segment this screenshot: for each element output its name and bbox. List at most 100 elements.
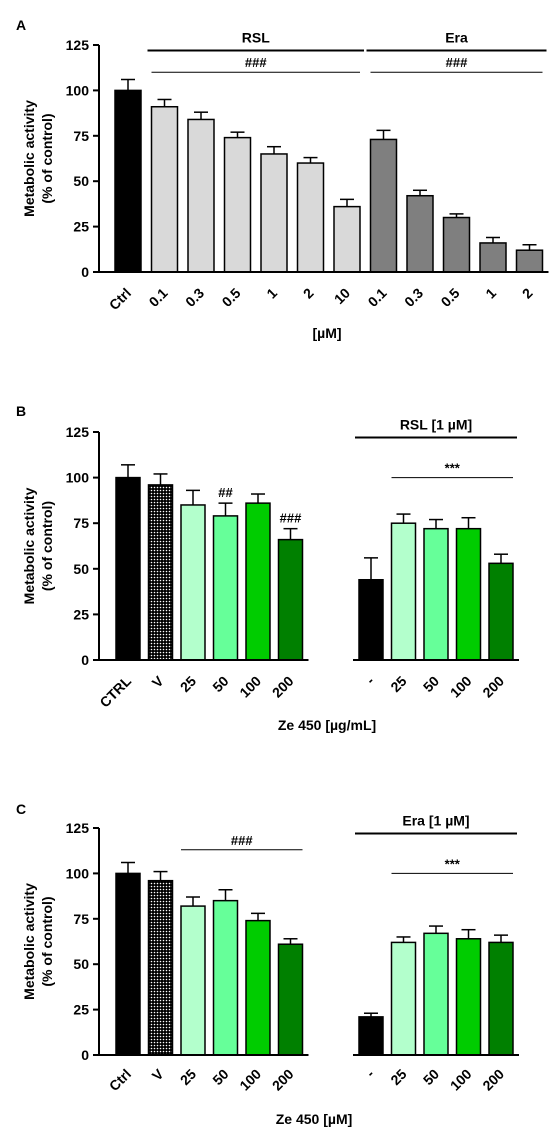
y-tick-label: 0 <box>81 1047 89 1063</box>
bar <box>488 941 514 1056</box>
x-tick-label: 100 <box>236 673 264 701</box>
bar <box>358 578 384 661</box>
x-tick-label: 0.5 <box>219 285 244 310</box>
bar <box>115 872 141 1056</box>
y-axis-title: Metabolic activity <box>21 487 37 604</box>
bar <box>479 242 507 273</box>
bar <box>212 899 239 1056</box>
y-axis-title: Metabolic activity <box>21 883 37 1000</box>
bar <box>150 105 179 273</box>
x-tick-label: 0.1 <box>365 285 390 310</box>
y-axis-subtitle: (% of control) <box>39 501 55 591</box>
x-axis-title: Ze 450 [µM] <box>276 1111 353 1127</box>
bar <box>212 515 239 661</box>
x-tick-label: 200 <box>269 1066 297 1094</box>
bar <box>333 205 361 273</box>
bar <box>488 562 514 661</box>
y-tick-label: 50 <box>73 561 89 577</box>
y-tick-label: 75 <box>73 515 89 531</box>
x-tick-label: - <box>363 673 378 688</box>
y-tick-label: 25 <box>73 1002 89 1018</box>
bar-mark: ## <box>218 485 233 500</box>
bar <box>114 89 142 273</box>
x-tick-label: 1 <box>263 285 280 302</box>
bar <box>406 194 434 273</box>
bar <box>455 527 482 661</box>
y-tick-label: 125 <box>66 37 90 53</box>
x-tick-label: 50 <box>420 673 442 695</box>
bar <box>369 138 398 273</box>
bar <box>115 476 141 661</box>
bar <box>277 538 304 661</box>
y-tick-label: 0 <box>81 652 89 668</box>
y-tick-label: 125 <box>66 424 90 440</box>
x-tick-label: 1 <box>482 285 499 302</box>
panel-label: A <box>16 17 26 33</box>
y-tick-label: 125 <box>66 820 90 836</box>
bar <box>180 905 206 1056</box>
bar <box>515 249 544 273</box>
y-tick-label: 100 <box>66 82 90 98</box>
bar <box>390 522 417 661</box>
bar <box>147 879 174 1056</box>
bar <box>245 919 271 1056</box>
x-tick-label: V <box>149 672 167 690</box>
bar <box>296 162 325 273</box>
bar <box>423 932 449 1056</box>
panel-label: B <box>16 403 26 419</box>
bar <box>223 136 252 273</box>
bar <box>277 943 304 1056</box>
x-tick-label: 200 <box>479 673 507 701</box>
bar <box>455 938 482 1056</box>
significance-label: ### <box>446 55 468 70</box>
x-tick-label: 0.3 <box>182 285 207 310</box>
x-tick-label: 25 <box>387 1066 409 1088</box>
group-label: RSL [1 µM] <box>400 416 472 432</box>
group-label: Era <box>445 29 468 45</box>
y-axis-subtitle: (% of control) <box>39 113 55 203</box>
x-tick-label: 25 <box>177 673 199 695</box>
bar <box>260 153 288 273</box>
x-tick-label: 100 <box>447 673 475 701</box>
panel-label: C <box>16 801 26 817</box>
y-tick-label: 100 <box>66 470 90 486</box>
x-tick-label: - <box>363 1066 378 1081</box>
y-tick-label: 25 <box>73 606 89 622</box>
x-tick-label: 200 <box>479 1066 507 1094</box>
x-tick-label: 100 <box>447 1066 475 1094</box>
x-tick-label: 50 <box>420 1066 442 1088</box>
bar <box>423 527 449 661</box>
x-tick-label: 50 <box>209 673 231 695</box>
bar <box>358 1016 384 1056</box>
x-tick-label: CTRL <box>96 672 134 710</box>
y-tick-label: 75 <box>73 128 89 144</box>
significance-label: ### <box>245 55 267 70</box>
bar-mark: ### <box>280 511 302 526</box>
y-axis-title: Metabolic activity <box>21 100 37 217</box>
significance-label: ### <box>231 833 253 848</box>
x-tick-label: 0.1 <box>146 285 171 310</box>
significance-label: *** <box>445 461 461 476</box>
x-tick-label: 100 <box>236 1066 264 1094</box>
x-tick-label: 50 <box>209 1066 231 1088</box>
bar <box>180 504 206 661</box>
group-label: Era [1 µM] <box>402 812 469 828</box>
x-tick-label: Ctrl <box>106 1066 134 1094</box>
x-tick-label: 2 <box>519 285 536 302</box>
x-tick-label: 25 <box>387 673 409 695</box>
x-axis-title: Ze 450 [µg/mL] <box>278 717 376 733</box>
x-tick-label: V <box>149 1065 167 1083</box>
x-tick-label: Ctrl <box>106 285 134 313</box>
bar <box>390 941 417 1056</box>
x-tick-label: 200 <box>269 673 297 701</box>
bar <box>245 502 271 661</box>
y-axis-subtitle: (% of control) <box>39 896 55 986</box>
x-tick-label: 2 <box>300 285 317 302</box>
y-tick-label: 25 <box>73 219 89 235</box>
y-tick-label: 75 <box>73 911 89 927</box>
bar <box>147 484 174 661</box>
x-tick-label: 0.5 <box>438 285 463 310</box>
y-tick-label: 50 <box>73 173 89 189</box>
